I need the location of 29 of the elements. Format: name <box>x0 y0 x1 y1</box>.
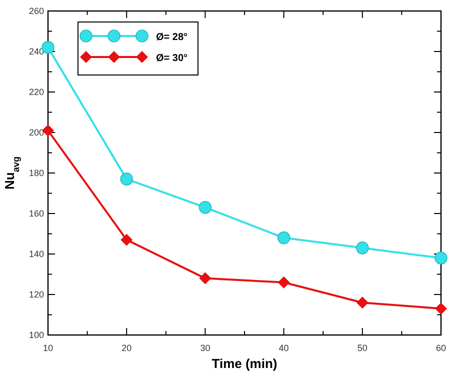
point <box>356 242 369 254</box>
point <box>277 231 290 244</box>
point <box>278 276 290 288</box>
point <box>120 234 133 246</box>
legend-label: Ø= 30° <box>156 53 188 64</box>
y-tick-label: 180 <box>28 168 44 178</box>
point <box>435 302 447 315</box>
y-tick-label: 140 <box>28 249 44 259</box>
y-tick-label: 160 <box>28 208 44 218</box>
y-tick-label: 100 <box>28 330 44 340</box>
x-tick-label: 20 <box>122 343 132 353</box>
point <box>198 201 212 214</box>
point <box>120 172 133 186</box>
point <box>42 124 54 136</box>
y-tick-label: 220 <box>28 87 44 97</box>
x-tick-label: 60 <box>436 343 446 353</box>
x-tick-label: 10 <box>42 343 54 353</box>
point <box>434 252 448 264</box>
legend-label: Ø= 28° <box>156 32 188 43</box>
y-tick-label: 200 <box>28 128 44 138</box>
point <box>42 41 54 54</box>
x-tick-label: 30 <box>200 343 210 353</box>
point <box>199 272 212 284</box>
x-tick-label: 50 <box>357 343 368 353</box>
point <box>356 296 368 309</box>
y-tick-label: 260 <box>28 6 44 16</box>
x-tick-label: 40 <box>278 343 289 353</box>
x-axis-title: Time (min) <box>212 356 278 371</box>
y-tick-label: 120 <box>28 290 44 300</box>
